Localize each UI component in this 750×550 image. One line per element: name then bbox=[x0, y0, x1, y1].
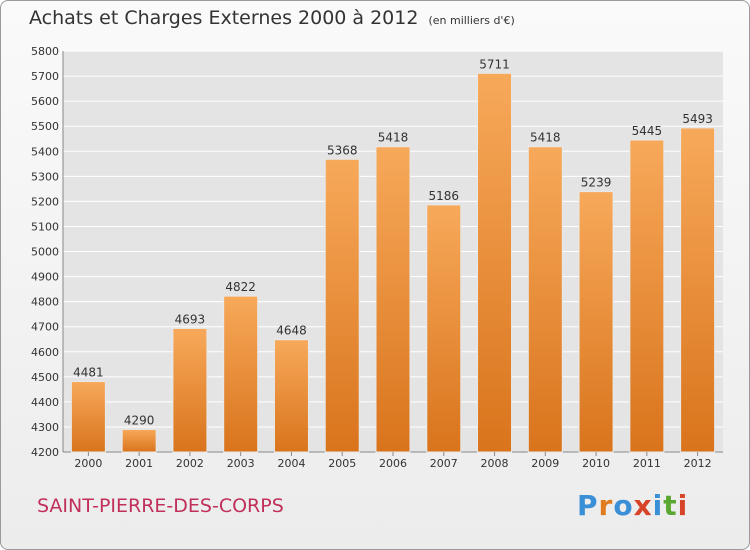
bar bbox=[70, 381, 106, 453]
y-tick-label: 5000 bbox=[31, 246, 59, 259]
data-label: 5186 bbox=[428, 189, 459, 203]
y-tick-label: 5300 bbox=[31, 170, 59, 183]
bar bbox=[629, 139, 665, 453]
data-label: 4693 bbox=[175, 312, 206, 326]
y-tick-label: 5800 bbox=[31, 45, 59, 58]
bar bbox=[477, 72, 513, 453]
logo-letter: r bbox=[598, 489, 614, 522]
data-label: 5418 bbox=[378, 131, 409, 145]
x-tick-label: 2003 bbox=[227, 457, 255, 470]
data-label: 4822 bbox=[225, 280, 256, 294]
chart-subtitle: (en milliers d'€) bbox=[428, 14, 515, 27]
bar bbox=[223, 295, 259, 453]
x-tick-label: 2006 bbox=[379, 457, 407, 470]
y-tick-label: 5100 bbox=[31, 220, 59, 233]
logo-letter: t bbox=[663, 489, 678, 522]
y-tick-label: 5600 bbox=[31, 95, 59, 108]
y-tick-label: 4400 bbox=[31, 396, 59, 409]
logo-letter: i bbox=[677, 489, 689, 522]
bar bbox=[172, 327, 208, 453]
y-tick-label: 5400 bbox=[31, 145, 59, 158]
data-label: 5239 bbox=[581, 176, 612, 190]
logo-letter: o bbox=[613, 489, 634, 522]
data-label: 5418 bbox=[530, 131, 561, 145]
x-tick-label: 2011 bbox=[633, 457, 661, 470]
x-tick-label: 2004 bbox=[277, 457, 305, 470]
x-tick-label: 2001 bbox=[125, 457, 153, 470]
data-label: 5711 bbox=[479, 57, 510, 71]
bar bbox=[273, 339, 309, 453]
data-label: 5493 bbox=[682, 112, 713, 126]
data-label: 4648 bbox=[276, 324, 307, 338]
x-tick-label: 2010 bbox=[582, 457, 610, 470]
bar bbox=[121, 428, 157, 453]
bar bbox=[527, 146, 563, 453]
bar bbox=[375, 146, 411, 453]
y-tick-label: 5200 bbox=[31, 195, 59, 208]
y-tick-label: 4600 bbox=[31, 346, 59, 359]
data-label: 5368 bbox=[327, 143, 358, 157]
y-tick-label: 4200 bbox=[31, 446, 59, 459]
y-tick-label: 5700 bbox=[31, 70, 59, 83]
data-label: 4481 bbox=[73, 366, 104, 380]
chart-title: Achats et Charges Externes 2000 à 2012 (e… bbox=[29, 7, 515, 29]
data-label: 5445 bbox=[632, 124, 663, 138]
y-tick-label: 4500 bbox=[31, 371, 59, 384]
x-tick-label: 2005 bbox=[328, 457, 356, 470]
logo-letter: P bbox=[577, 489, 599, 522]
x-tick-label: 2009 bbox=[531, 457, 559, 470]
y-tick-label: 5500 bbox=[31, 120, 59, 133]
x-tick-label: 2000 bbox=[74, 457, 102, 470]
city-name: SAINT-PIERRE-DES-CORPS bbox=[37, 495, 284, 517]
y-tick-label: 4700 bbox=[31, 321, 59, 334]
bar bbox=[680, 127, 716, 453]
logo-letter: i bbox=[652, 489, 664, 522]
y-tick-label: 4300 bbox=[31, 421, 59, 434]
bar bbox=[324, 158, 360, 453]
logo-letter: x bbox=[633, 489, 653, 522]
y-tick-label: 4900 bbox=[31, 271, 59, 284]
bar bbox=[426, 204, 462, 453]
proxiti-logo[interactable]: Proxiti bbox=[577, 489, 688, 522]
x-tick-label: 2012 bbox=[684, 457, 712, 470]
bar bbox=[578, 191, 614, 453]
y-tick-label: 4800 bbox=[31, 296, 59, 309]
x-tick-label: 2008 bbox=[481, 457, 509, 470]
x-tick-label: 2007 bbox=[430, 457, 458, 470]
data-label: 4290 bbox=[124, 413, 155, 427]
x-tick-label: 2002 bbox=[176, 457, 204, 470]
chart-title-text: Achats et Charges Externes 2000 à 2012 bbox=[29, 7, 419, 29]
